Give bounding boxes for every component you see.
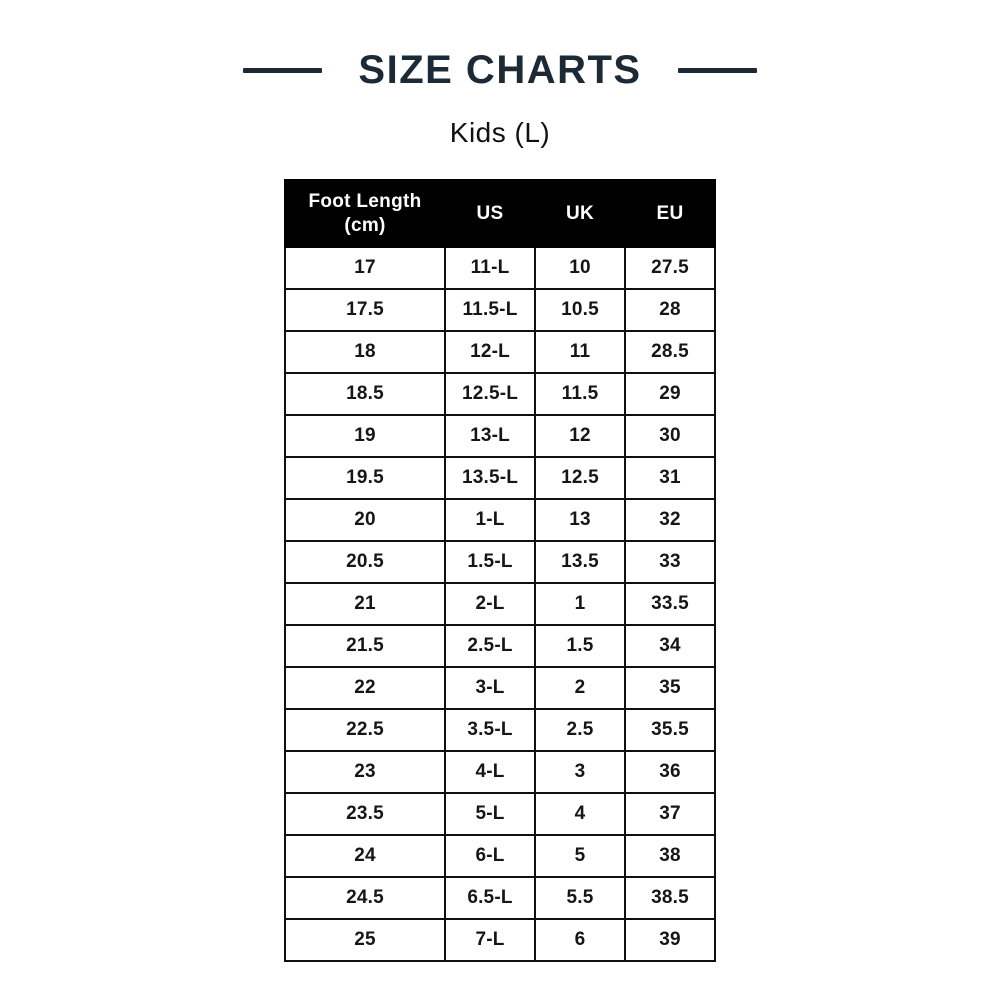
- table-cell: 36: [624, 750, 716, 794]
- table-cell: 2.5-L: [444, 624, 536, 668]
- table-cell: 10.5: [534, 288, 626, 332]
- table-cell: 3: [534, 750, 626, 794]
- size-table: Foot Length (cm) US UK EU 17 11-L 10 27.5 17…: [284, 179, 716, 962]
- table-row: 23 4-L 3 36: [284, 750, 716, 794]
- table-cell: 24: [284, 834, 446, 878]
- page-subtitle: Kids (L): [449, 117, 551, 148]
- table-cell: 12.5-L: [444, 372, 536, 416]
- table-cell: 21: [284, 582, 446, 626]
- table-cell: 13: [534, 498, 626, 542]
- size-table-body: 17 11-L 10 27.5 17.5 11.5-L 10.5 28 18 12-L 11 28.5…: [284, 246, 716, 962]
- table-cell: 31: [624, 456, 716, 500]
- table-cell: 30: [624, 414, 716, 458]
- table-cell: 28: [624, 288, 716, 332]
- table-cell: 39: [624, 918, 716, 962]
- table-cell: 6-L: [444, 834, 536, 878]
- table-cell: 38.5: [624, 876, 716, 920]
- size-table-header: Foot Length (cm) US UK EU: [284, 179, 716, 248]
- table-cell: 12-L: [444, 330, 536, 374]
- table-cell: 25: [284, 918, 446, 962]
- table-row: 19.5 13.5-L 12.5 31: [284, 456, 716, 500]
- table-row: 23.5 5-L 4 37: [284, 792, 716, 836]
- column-header-uk: UK: [534, 179, 626, 248]
- table-row: 19 13-L 12 30: [284, 414, 716, 458]
- table-cell: 4-L: [444, 750, 536, 794]
- page-title: SIZE CHARTS: [358, 48, 642, 92]
- table-cell: 1.5: [534, 624, 626, 668]
- table-row: 18.5 12.5-L 11.5 29: [284, 372, 716, 416]
- header-row: Foot Length (cm) US UK EU: [284, 179, 716, 248]
- table-cell: 32: [624, 498, 716, 542]
- table-cell: 35: [624, 666, 716, 710]
- table-cell: 10: [534, 246, 626, 290]
- table-row: 21 2-L 1 33.5: [284, 582, 716, 626]
- table-cell: 5-L: [444, 792, 536, 836]
- column-header-eu: EU: [624, 179, 716, 248]
- table-cell: 27.5: [624, 246, 716, 290]
- table-cell: 2.5: [534, 708, 626, 752]
- table-cell: 19: [284, 414, 446, 458]
- table-row: 25 7-L 6 39: [284, 918, 716, 962]
- table-cell: 2: [534, 666, 626, 710]
- table-cell: 20: [284, 498, 446, 542]
- table-row: 22 3-L 2 35: [284, 666, 716, 710]
- table-cell: 35.5: [624, 708, 716, 752]
- table-cell: 6.5-L: [444, 876, 536, 920]
- table-cell: 5.5: [534, 876, 626, 920]
- table-cell: 3-L: [444, 666, 536, 710]
- table-cell: 3.5-L: [444, 708, 536, 752]
- table-cell: 22.5: [284, 708, 446, 752]
- table-cell: 1.5-L: [444, 540, 536, 584]
- table-cell: 33.5: [624, 582, 716, 626]
- table-cell: 12.5: [534, 456, 626, 500]
- table-cell: 1-L: [444, 498, 536, 542]
- table-row: 17 11-L 10 27.5: [284, 246, 716, 290]
- table-cell: 1: [534, 582, 626, 626]
- table-row: 20 1-L 13 32: [284, 498, 716, 542]
- table-cell: 18.5: [284, 372, 446, 416]
- table-row: 21.5 2.5-L 1.5 34: [284, 624, 716, 668]
- table-cell: 28.5: [624, 330, 716, 374]
- table-cell: 11.5: [534, 372, 626, 416]
- table-cell: 20.5: [284, 540, 446, 584]
- table-cell: 5: [534, 834, 626, 878]
- table-cell: 38: [624, 834, 716, 878]
- table-cell: 11-L: [444, 246, 536, 290]
- table-row: 18 12-L 11 28.5: [284, 330, 716, 374]
- table-cell: 11: [534, 330, 626, 374]
- title-row: SIZE CHARTS: [0, 0, 1000, 93]
- column-header-us: US: [444, 179, 536, 248]
- table-cell: 37: [624, 792, 716, 836]
- table-cell: 23.5: [284, 792, 446, 836]
- table-row: 24.5 6.5-L 5.5 38.5: [284, 876, 716, 920]
- column-header-foot-length: Foot Length (cm): [284, 179, 446, 248]
- table-cell: 18: [284, 330, 446, 374]
- table-cell: 11.5-L: [444, 288, 536, 332]
- table-row: 24 6-L 5 38: [284, 834, 716, 878]
- table-cell: 6: [534, 918, 626, 962]
- table-cell: 13-L: [444, 414, 536, 458]
- table-cell: 21.5: [284, 624, 446, 668]
- table-cell: 24.5: [284, 876, 446, 920]
- table-cell: 12: [534, 414, 626, 458]
- table-cell: 7-L: [444, 918, 536, 962]
- table-cell: 13.5: [534, 540, 626, 584]
- table-row: 20.5 1.5-L 13.5 33: [284, 540, 716, 584]
- table-cell: 33: [624, 540, 716, 584]
- table-cell: 13.5-L: [444, 456, 536, 500]
- title-left-dash: [243, 68, 323, 73]
- table-row: 17.5 11.5-L 10.5 28: [284, 288, 716, 332]
- table-cell: 2-L: [444, 582, 536, 626]
- table-row: 22.5 3.5-L 2.5 35.5: [284, 708, 716, 752]
- title-right-dash: [677, 68, 757, 73]
- table-cell: 4: [534, 792, 626, 836]
- table-cell: 34: [624, 624, 716, 668]
- table-cell: 29: [624, 372, 716, 416]
- table-cell: 19.5: [284, 456, 446, 500]
- table-cell: 23: [284, 750, 446, 794]
- table-cell: 22: [284, 666, 446, 710]
- table-cell: 17.5: [284, 288, 446, 332]
- table-cell: 17: [284, 246, 446, 290]
